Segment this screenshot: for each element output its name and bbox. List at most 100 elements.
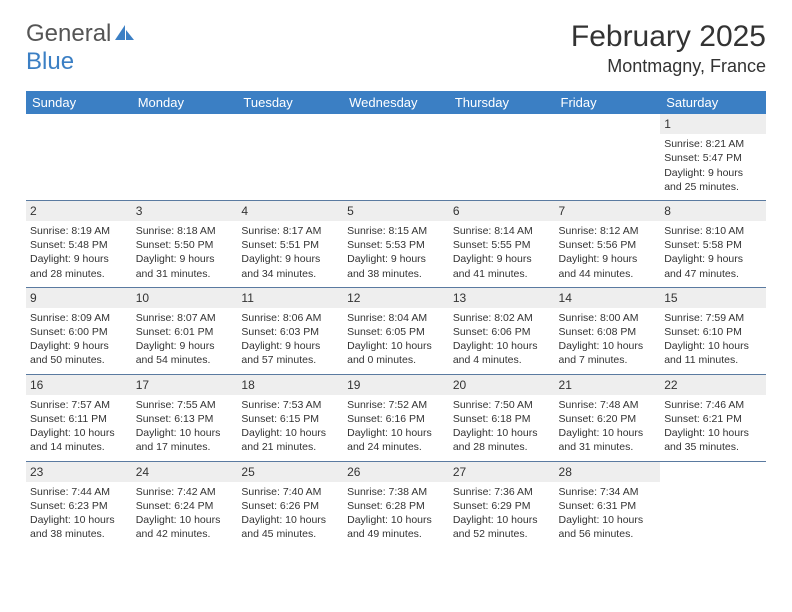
daylight-line-2: and 47 minutes. — [664, 267, 762, 281]
sunset-line: Sunset: 6:21 PM — [664, 412, 762, 426]
sunrise-line: Sunrise: 8:00 AM — [559, 311, 657, 325]
day-cell: . — [237, 114, 343, 200]
day-number: 14 — [555, 288, 661, 308]
daylight-line: Daylight: 9 hours — [241, 252, 339, 266]
day-cell: . — [660, 461, 766, 547]
daylight-line: Daylight: 10 hours — [453, 513, 551, 527]
daylight-line: Daylight: 10 hours — [453, 339, 551, 353]
day-number: 26 — [343, 462, 449, 482]
day-number: 8 — [660, 201, 766, 221]
sunrise-line: Sunrise: 7:42 AM — [136, 485, 234, 499]
day-number: 10 — [132, 288, 238, 308]
day-number: 1 — [660, 114, 766, 134]
sunset-line: Sunset: 6:10 PM — [664, 325, 762, 339]
daylight-line: Daylight: 10 hours — [136, 513, 234, 527]
sunset-line: Sunset: 5:58 PM — [664, 238, 762, 252]
day-number: 2 — [26, 201, 132, 221]
day-number: 7 — [555, 201, 661, 221]
sunrise-line: Sunrise: 8:17 AM — [241, 224, 339, 238]
daylight-line: Daylight: 10 hours — [347, 426, 445, 440]
day-cell: 17Sunrise: 7:55 AMSunset: 6:13 PMDayligh… — [132, 374, 238, 461]
daylight-line-2: and 56 minutes. — [559, 527, 657, 541]
header: General Blue February 2025 Montmagny, Fr… — [26, 20, 766, 77]
sunset-line: Sunset: 6:16 PM — [347, 412, 445, 426]
daylight-line-2: and 28 minutes. — [453, 440, 551, 454]
sunrise-line: Sunrise: 8:06 AM — [241, 311, 339, 325]
day-number: 13 — [449, 288, 555, 308]
daylight-line: Daylight: 10 hours — [347, 339, 445, 353]
day-cell: 24Sunrise: 7:42 AMSunset: 6:24 PMDayligh… — [132, 461, 238, 547]
sunrise-line: Sunrise: 8:18 AM — [136, 224, 234, 238]
day-number: 4 — [237, 201, 343, 221]
day-number: 20 — [449, 375, 555, 395]
sunrise-line: Sunrise: 7:50 AM — [453, 398, 551, 412]
day-cell: 23Sunrise: 7:44 AMSunset: 6:23 PMDayligh… — [26, 461, 132, 547]
title-block: February 2025 Montmagny, France — [571, 20, 766, 77]
sunrise-line: Sunrise: 7:46 AM — [664, 398, 762, 412]
daylight-line: Daylight: 10 hours — [30, 513, 128, 527]
sunrise-line: Sunrise: 8:12 AM — [559, 224, 657, 238]
daylight-line: Daylight: 10 hours — [559, 513, 657, 527]
day-cell: 19Sunrise: 7:52 AMSunset: 6:16 PMDayligh… — [343, 374, 449, 461]
day-cell: 28Sunrise: 7:34 AMSunset: 6:31 PMDayligh… — [555, 461, 661, 547]
daylight-line: Daylight: 9 hours — [30, 339, 128, 353]
daylight-line-2: and 14 minutes. — [30, 440, 128, 454]
logo: General Blue — [26, 20, 136, 76]
daylight-line-2: and 49 minutes. — [347, 527, 445, 541]
week-row: 2Sunrise: 8:19 AMSunset: 5:48 PMDaylight… — [26, 200, 766, 287]
daylight-line-2: and 7 minutes. — [559, 353, 657, 367]
daylight-line-2: and 38 minutes. — [30, 527, 128, 541]
day-cell: 11Sunrise: 8:06 AMSunset: 6:03 PMDayligh… — [237, 287, 343, 374]
day-cell: . — [26, 114, 132, 200]
sunset-line: Sunset: 5:50 PM — [136, 238, 234, 252]
daylight-line: Daylight: 9 hours — [136, 252, 234, 266]
dow-header: Thursday — [449, 91, 555, 114]
day-cell: 8 Sunrise: 8:10 AMSunset: 5:58 PMDaylight… — [660, 200, 766, 287]
daylight-line: Daylight: 9 hours — [136, 339, 234, 353]
day-number: 16 — [26, 375, 132, 395]
day-number: 12 — [343, 288, 449, 308]
sunset-line: Sunset: 6:05 PM — [347, 325, 445, 339]
day-cell: 3Sunrise: 8:18 AMSunset: 5:50 PMDaylight… — [132, 200, 238, 287]
daylight-line: Daylight: 9 hours — [30, 252, 128, 266]
sunset-line: Sunset: 6:18 PM — [453, 412, 551, 426]
logo-word-a: General — [26, 20, 111, 47]
day-cell: 5Sunrise: 8:15 AMSunset: 5:53 PMDaylight… — [343, 200, 449, 287]
day-number: 19 — [343, 375, 449, 395]
daylight-line: Daylight: 10 hours — [30, 426, 128, 440]
sunrise-line: Sunrise: 7:40 AM — [241, 485, 339, 499]
sunrise-line: Sunrise: 8:07 AM — [136, 311, 234, 325]
sunrise-line: Sunrise: 7:55 AM — [136, 398, 234, 412]
dow-header: Friday — [555, 91, 661, 114]
daylight-line-2: and 42 minutes. — [136, 527, 234, 541]
daylight-line: Daylight: 10 hours — [453, 426, 551, 440]
daylight-line: Daylight: 9 hours — [453, 252, 551, 266]
sunset-line: Sunset: 6:13 PM — [136, 412, 234, 426]
sunrise-line: Sunrise: 8:21 AM — [664, 137, 762, 151]
daylight-line: Daylight: 10 hours — [241, 426, 339, 440]
day-number: 18 — [237, 375, 343, 395]
daylight-line: Daylight: 9 hours — [664, 252, 762, 266]
daylight-line: Daylight: 10 hours — [559, 426, 657, 440]
week-row: 23Sunrise: 7:44 AMSunset: 6:23 PMDayligh… — [26, 461, 766, 547]
sunrise-line: Sunrise: 8:15 AM — [347, 224, 445, 238]
sunrise-line: Sunrise: 8:02 AM — [453, 311, 551, 325]
daylight-line-2: and 54 minutes. — [136, 353, 234, 367]
day-cell: . — [132, 114, 238, 200]
sunrise-line: Sunrise: 8:04 AM — [347, 311, 445, 325]
daylight-line: Daylight: 9 hours — [241, 339, 339, 353]
day-cell: 26Sunrise: 7:38 AMSunset: 6:28 PMDayligh… — [343, 461, 449, 547]
day-number: 22 — [660, 375, 766, 395]
day-cell: 2Sunrise: 8:19 AMSunset: 5:48 PMDaylight… — [26, 200, 132, 287]
day-cell: . — [343, 114, 449, 200]
sunset-line: Sunset: 6:31 PM — [559, 499, 657, 513]
sunrise-line: Sunrise: 7:48 AM — [559, 398, 657, 412]
dow-header: Wednesday — [343, 91, 449, 114]
day-cell: 12 Sunrise: 8:04 AMSunset: 6:05 PMDayligh… — [343, 287, 449, 374]
sunset-line: Sunset: 6:28 PM — [347, 499, 445, 513]
sunset-line: Sunset: 6:00 PM — [30, 325, 128, 339]
sunset-line: Sunset: 6:20 PM — [559, 412, 657, 426]
sunset-line: Sunset: 6:23 PM — [30, 499, 128, 513]
sunset-line: Sunset: 6:24 PM — [136, 499, 234, 513]
sunrise-line: Sunrise: 8:10 AM — [664, 224, 762, 238]
